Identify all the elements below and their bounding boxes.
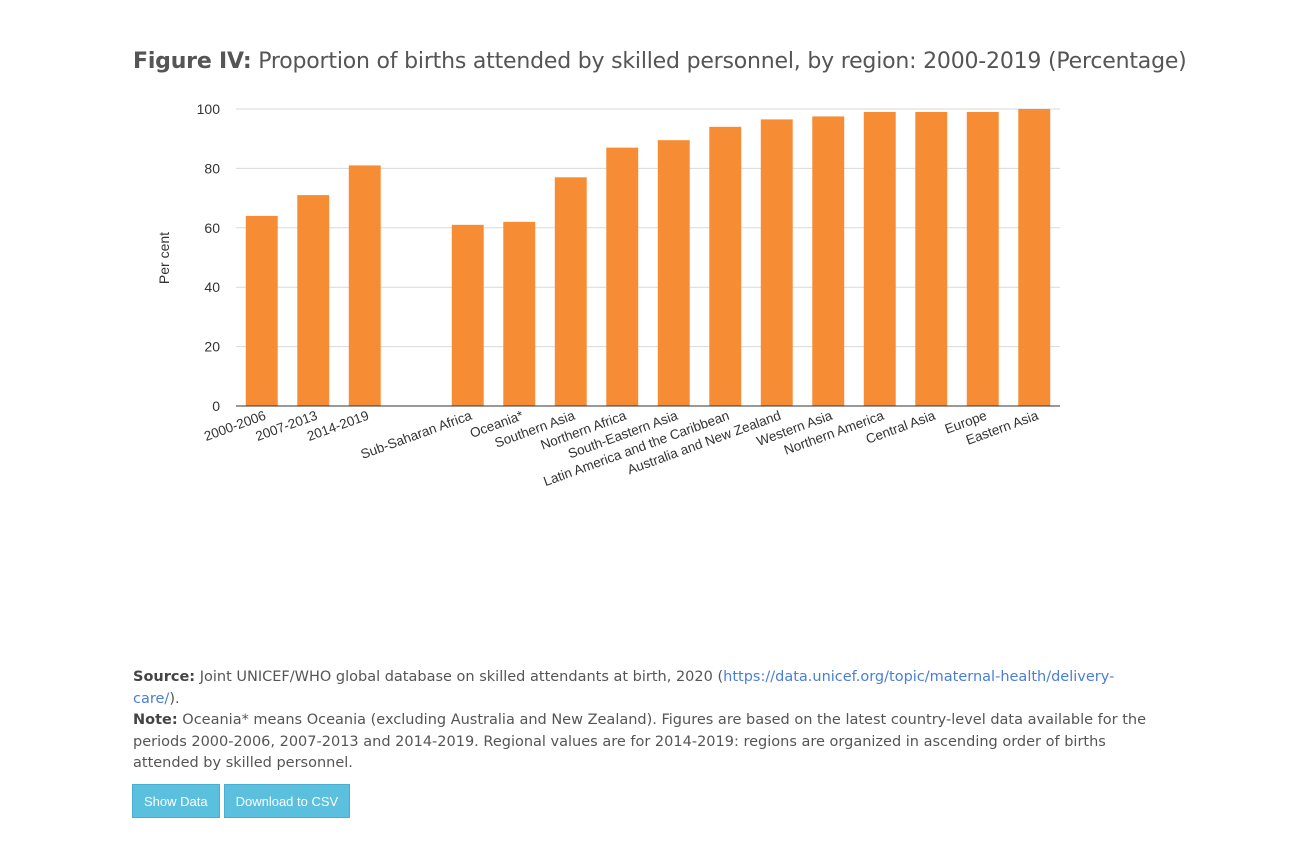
bar[interactable] [709, 126, 742, 406]
bars [245, 109, 1051, 407]
bar[interactable] [503, 221, 536, 406]
note-text: Oceania* means Oceania (excluding Austra… [133, 712, 1147, 771]
y-axis-label: Per cent [156, 232, 172, 284]
bar[interactable] [554, 177, 587, 406]
show-data-button[interactable]: Show Data [132, 784, 220, 818]
y-tick-label: 80 [204, 160, 220, 176]
source-text: Joint UNICEF/WHO global database on skil… [199, 669, 724, 685]
y-tick-label: 0 [212, 398, 220, 414]
source-line: Source: Joint UNICEF/WHO global database… [133, 667, 1153, 710]
bar[interactable] [606, 147, 639, 407]
x-tick-label: Sub-Saharan Africa [359, 408, 475, 462]
chart-actions: Show Data Download to CSV [132, 784, 351, 818]
bar[interactable] [966, 111, 999, 406]
y-tick-label: 20 [204, 339, 220, 355]
source-end: ). [169, 690, 180, 707]
bar[interactable] [657, 140, 690, 406]
y-tick-labels: 0 20 40 60 80 100 [197, 101, 221, 414]
download-csv-button[interactable]: Download to CSV [223, 784, 351, 818]
bar-chart: 0 20 40 60 80 100 2000-20062007-20132014-2019… [156, 101, 1060, 489]
bar[interactable] [348, 165, 381, 406]
bar[interactable] [1018, 109, 1051, 406]
bar[interactable] [760, 119, 793, 407]
bar[interactable] [451, 224, 484, 406]
y-tick-label: 40 [204, 279, 220, 295]
chart-notes: Source: Joint UNICEF/WHO global database… [133, 667, 1153, 775]
y-tick-label: 60 [204, 220, 220, 236]
bar[interactable] [915, 111, 948, 406]
bar[interactable] [245, 215, 278, 406]
bar[interactable] [297, 195, 330, 406]
note-line: Note: Oceania* means Oceania (excluding … [133, 710, 1153, 775]
y-tick-label: 100 [197, 101, 221, 117]
figure-title-text: Proportion of births attended by skilled… [258, 49, 1187, 74]
note-label: Note: [133, 712, 178, 728]
bar[interactable] [863, 111, 896, 406]
figure-title-lead: Figure IV: [133, 49, 252, 74]
bar[interactable] [812, 116, 845, 407]
source-link[interactable]: https://data.unicef.org/topic/maternal-h… [133, 669, 1115, 707]
source-label: Source: [133, 669, 196, 685]
figure-title: Figure IV: Proportion of births attended… [133, 49, 1187, 74]
